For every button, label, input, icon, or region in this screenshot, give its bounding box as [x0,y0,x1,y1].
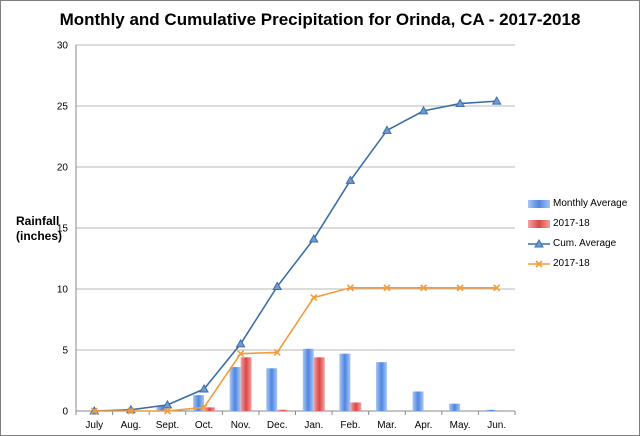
point-cum-average [272,281,283,291]
point-cum-average [418,105,429,115]
legend-line-2017-18: 2017-18 [528,256,633,276]
x-tick-label: Jun. [487,420,506,431]
y-tick-label: 25 [57,102,69,113]
point-cum-2017-18 [383,284,391,292]
legend-swatch [528,200,550,208]
point-cum-average [235,338,246,348]
point-cum-average [162,399,173,409]
point-cum-average [491,96,502,105]
point-cum-average [308,233,319,243]
bar-monthly-average [485,409,497,411]
x-tick-label: Aug. [121,420,142,431]
point-cum-average [455,98,465,108]
bar-monthly-average [339,353,351,411]
y-tick-label: 15 [57,224,69,235]
bar-monthly-2017-18 [240,357,252,411]
point-cum-2017-18 [90,407,98,415]
legend-label: Monthly Average [553,198,628,209]
series-line-cum-2017-18 [94,286,497,412]
point-cum-average [345,175,356,184]
bar-monthly-2017-18 [313,357,325,411]
bar-monthly-2017-18 [277,409,289,411]
y-axis-label-line-2: (inches) [16,229,63,243]
legend-cum-average: Cum. Average [528,236,633,256]
x-tick-label: Nov. [231,420,251,431]
point-cum-2017-18 [456,284,464,292]
legend: Monthly Average 2017-18 Cum. Average 2017-1… [528,196,633,276]
bar-monthly-average [449,403,461,411]
point-cum-2017-18 [127,407,135,415]
x-tick-label: Sept. [156,420,179,431]
bar-monthly-average [412,391,424,411]
bar-monthly-average [193,395,205,411]
bar-monthly-average [375,362,387,411]
x-tick-label: Mar. [377,420,396,431]
point-cum-2017-18 [200,403,208,411]
bar-monthly-2017-18 [204,407,216,411]
x-tick-label: Oct. [195,420,213,431]
legend-label: 2017-18 [553,218,590,229]
legend-swatch [528,239,550,248]
legend-swatch [528,220,550,228]
point-cum-2017-18 [493,284,501,292]
y-tick-label: 20 [57,163,69,174]
x-tick-label: Jan. [304,420,323,431]
point-cum-average [199,384,209,393]
point-cum-2017-18 [273,348,281,357]
point-cum-average [382,125,392,134]
bar-monthly-2017-18 [350,402,362,411]
point-cum-2017-18 [310,293,318,302]
x-tick-label: May. [450,420,471,431]
x-tick-label: July [85,420,103,431]
legend-monthly-average: Monthly Average [528,196,633,216]
x-tick-label: Apr. [415,420,433,431]
series-line-cum-average [94,100,497,412]
point-cum-2017-18 [419,284,428,292]
bar-monthly-average [229,367,241,411]
y-tick-label: 30 [57,41,69,52]
bar-monthly-average [302,348,314,411]
x-tick-label: Feb. [340,420,360,431]
legend-swatch [528,260,550,268]
y-tick-label: 0 [62,407,68,418]
legend-bar-2017-18: 2017-18 [528,216,633,236]
bar-monthly-average [266,368,278,411]
chart-title: Monthly and Cumulative Precipitation for… [59,10,581,29]
point-cum-2017-18 [163,407,172,415]
y-axis-label-line-1: Rainfall [16,214,60,228]
point-cum-2017-18 [237,350,245,358]
y-axis-label: Rainfall (inches) [16,214,62,244]
bar-monthly-average [156,406,168,411]
point-cum-2017-18 [346,284,354,292]
legend-label: 2017-18 [553,258,590,269]
x-tick-label: Dec. [267,420,288,431]
legend-label: Cum. Average [553,238,617,249]
y-tick-label: 5 [62,346,68,357]
y-tick-label: 10 [57,285,69,296]
